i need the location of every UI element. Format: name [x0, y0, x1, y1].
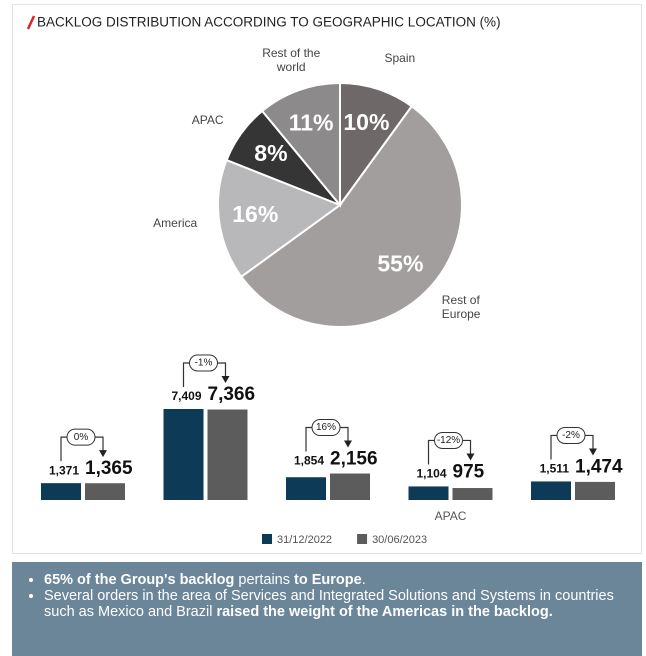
pie-category-label: Rest of Europe — [441, 292, 481, 321]
pie-slice — [239, 104, 463, 328]
value-label: 1,854 — [294, 454, 324, 468]
chart-title: BACKLOG DISTRIBUTION ACCORDING TO GEOGRA… — [37, 15, 501, 30]
change-box — [189, 354, 218, 372]
value-label: 2,156 — [330, 449, 378, 470]
pie-slice — [339, 81, 414, 209]
change-box — [556, 426, 586, 444]
bar — [575, 481, 615, 500]
bar — [531, 481, 571, 500]
value-label: 1,474 — [575, 456, 623, 477]
chart-panel — [12, 4, 642, 554]
change-box — [434, 431, 463, 449]
legend-swatch — [262, 534, 272, 544]
bar — [85, 483, 125, 500]
chart: BACKLOG DISTRIBUTION ACCORDING TO GEOGRA… — [26, 15, 623, 546]
legend-label: 30/06/2023 — [372, 534, 427, 546]
bar — [408, 486, 449, 500]
value-label: 1,511 — [540, 462, 570, 476]
title-slash — [26, 15, 36, 30]
bar — [41, 483, 81, 500]
value-label: 1,104 — [416, 467, 446, 481]
bar — [207, 409, 248, 500]
change-label: 0% — [74, 432, 89, 443]
value-label: 975 — [453, 461, 485, 482]
bar — [330, 473, 370, 500]
footer-text: Several orders in the area of Services a… — [44, 588, 614, 620]
footer-text: to Europe — [294, 572, 362, 588]
value-label: 7,366 — [208, 384, 256, 405]
change-box — [66, 428, 96, 446]
pie-value-label: 8% — [254, 140, 287, 166]
pie-value-label: 10% — [343, 109, 389, 135]
change-arrow — [221, 376, 230, 383]
change-label: -2% — [562, 430, 580, 441]
pie-value-label: 55% — [377, 250, 423, 276]
pie-slice — [260, 81, 341, 208]
pie-value-label: 11% — [289, 110, 334, 136]
bar — [452, 488, 493, 500]
change-arrow — [589, 448, 597, 456]
value-label: 7,409 — [171, 389, 201, 403]
pie-category-label: APAC — [191, 113, 224, 128]
pie-slice — [217, 158, 343, 279]
change-arrow — [99, 450, 107, 458]
change-arrow — [344, 440, 352, 448]
change-label: 16% — [316, 422, 336, 433]
x-tick-label: APAC — [435, 509, 467, 523]
bullet-list: 65% of the Group's backlog pertains to E… — [26, 572, 628, 620]
legend-swatch — [357, 534, 368, 544]
change-label: -1% — [195, 358, 213, 369]
change-arrow — [466, 453, 475, 461]
change-label: -12% — [437, 435, 460, 446]
pie-value-label: 16% — [232, 201, 278, 227]
legend-label: 31/12/2022 — [277, 534, 332, 546]
pie-category-label: Spain — [384, 51, 416, 66]
pie-category-label: Rest of the world — [262, 45, 321, 74]
change-box — [311, 419, 341, 437]
footer-bullet: 65% of the Group's backlog pertains to E… — [44, 572, 628, 588]
footer-bullet: Several orders in the area of Services a… — [44, 588, 628, 620]
value-label: 1,365 — [85, 458, 133, 479]
pie-category-label: America — [153, 216, 198, 231]
bar — [163, 409, 204, 500]
footer-text: . — [361, 572, 366, 588]
footer-text: pertains — [234, 572, 295, 588]
footer: 65% of the Group's backlog pertains to E… — [12, 562, 642, 656]
value-label: 1,371 — [49, 463, 79, 477]
footer-text: 65% of the Group's backlog — [44, 572, 235, 588]
footer-text: raised the weight of the Americas in the… — [216, 604, 553, 620]
bar — [286, 477, 326, 500]
